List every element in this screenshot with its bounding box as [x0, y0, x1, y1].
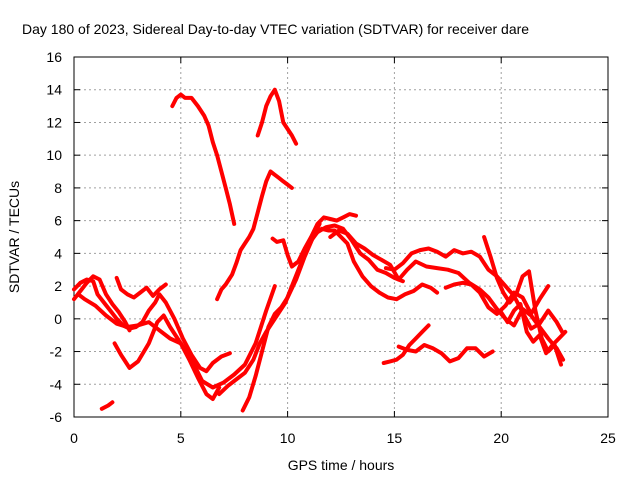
y-axis-title: SDTVAR / TECUs: [6, 181, 22, 293]
y-tick-label: 16: [46, 49, 62, 65]
series-track-16: [381, 323, 431, 365]
series-track-08: [255, 87, 299, 146]
plot-frame: [73, 56, 609, 418]
series-track-02: [72, 274, 132, 333]
series-track-01: [72, 277, 232, 374]
x-tick-label: 15: [387, 430, 403, 446]
y-tick-label: 0: [54, 311, 62, 327]
series-track-13: [313, 226, 440, 302]
series-track-03: [99, 400, 115, 411]
series-track-10: [240, 221, 322, 413]
y-tick-label: -4: [50, 376, 63, 392]
series-track-07: [170, 92, 237, 226]
series-track-15: [383, 246, 566, 336]
y-axis: -6 -4 -2 0 2 4 6 8 10 12 14 16: [46, 49, 608, 425]
x-axis-title: GPS time / hours: [288, 457, 395, 473]
series-track-06: [76, 284, 277, 390]
y-tick-label: -2: [50, 344, 63, 360]
y-tick-label: 4: [54, 245, 62, 261]
x-tick-label: 5: [177, 430, 185, 446]
series-track-11: [217, 223, 405, 397]
x-axis: 0 5 10 15 20 25: [70, 57, 616, 446]
series-track-18: [443, 280, 551, 316]
series-track-12: [270, 212, 358, 269]
series-track-17: [396, 343, 495, 364]
x-tick-label: 25: [600, 430, 616, 446]
y-tick-label: 2: [54, 278, 62, 294]
series-track-04: [114, 275, 168, 300]
chart-title: Day 180 of 2023, Sidereal Day-to-day VTE…: [22, 21, 529, 37]
y-tick-label: 6: [54, 213, 62, 229]
series-track-09: [215, 169, 294, 302]
y-tick-label: 8: [54, 180, 62, 196]
series-layer: [72, 87, 568, 413]
y-tick-label: -6: [50, 409, 63, 425]
grid: [74, 57, 608, 417]
x-tick-label: 0: [70, 430, 78, 446]
series-track-05: [112, 313, 222, 401]
series-track-20: [499, 302, 568, 356]
x-tick-label: 10: [280, 430, 296, 446]
x-tick-label: 20: [493, 430, 509, 446]
y-tick-label: 12: [46, 114, 62, 130]
y-tick-label: 10: [46, 147, 62, 163]
series-track-14: [328, 228, 566, 362]
y-tick-label: 14: [46, 82, 62, 98]
